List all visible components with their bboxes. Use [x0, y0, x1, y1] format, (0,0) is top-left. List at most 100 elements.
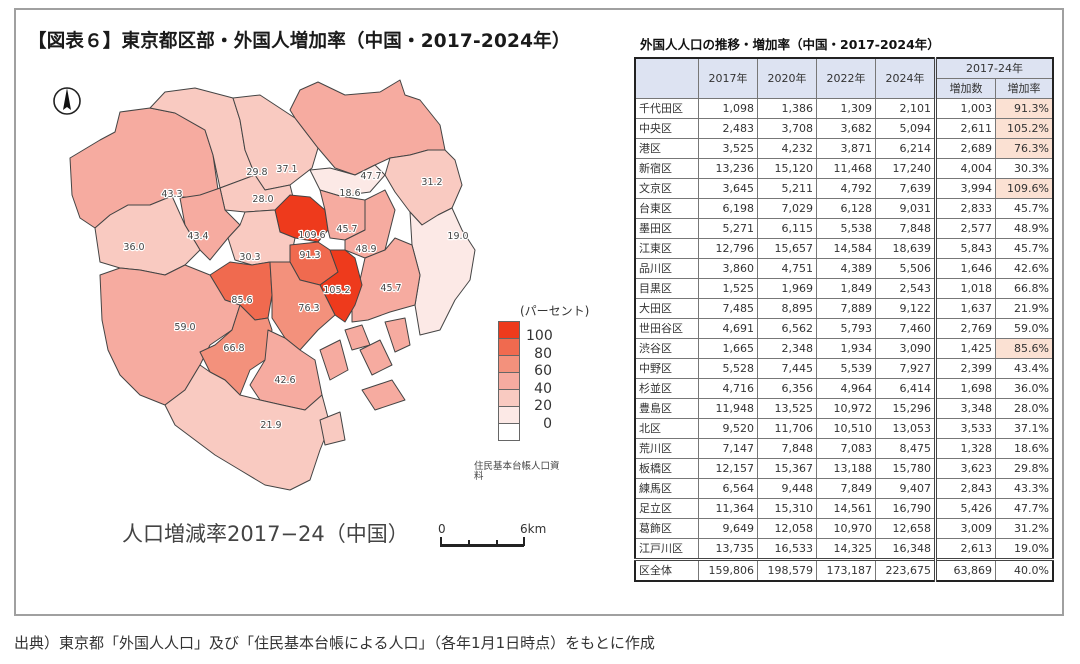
map-label-toshima: 28.0: [252, 194, 273, 205]
value-2017-cell: 11,948: [698, 398, 758, 419]
ward-name-cell: 豊島区: [634, 398, 699, 419]
value-2020-cell: 15,120: [757, 158, 817, 179]
value-2022-cell: 1,309: [816, 98, 876, 119]
value-2024-cell: 2,101: [875, 98, 936, 119]
increase-rate-cell: 37.1%: [995, 418, 1054, 439]
increase-count-cell: 1,637: [934, 298, 996, 319]
value-2024-cell: 5,094: [875, 118, 936, 139]
island-3: [384, 317, 411, 353]
ward-name-cell: 葛飾区: [634, 518, 699, 539]
table-row: 港区 3,525 4,232 3,871 6,214 2,689 76.3%: [634, 138, 1054, 159]
legend-label: 0: [543, 415, 552, 432]
value-2024-cell: 7,460: [875, 318, 936, 339]
legend-swatch-40: [498, 372, 520, 389]
increase-rate-cell: 109.6%: [995, 178, 1054, 199]
legend-label: 40: [534, 380, 552, 397]
north-arrow-icon: [53, 87, 81, 115]
increase-rate-cell: 66.8%: [995, 278, 1054, 299]
value-2024-cell: 5,506: [875, 258, 936, 279]
ward-name-cell: 世田谷区: [634, 318, 699, 339]
value-2022-cell: 10,970: [816, 518, 876, 539]
ward-name-cell: 江戸川区: [634, 538, 699, 560]
ward-name-cell: 中野区: [634, 358, 699, 379]
ward-name-cell: 目黒区: [634, 278, 699, 299]
value-2024-cell: 15,296: [875, 398, 936, 419]
value-2017-cell: 1,525: [698, 278, 758, 299]
increase-count-cell: 5,426: [934, 498, 996, 519]
value-2020-cell: 15,367: [757, 458, 817, 479]
ward-name-cell: 台東区: [634, 198, 699, 219]
value-2017-cell: 13,735: [698, 538, 758, 560]
increase-rate-cell: 85.6%: [995, 338, 1054, 359]
island-6: [319, 411, 346, 446]
map-label-itabashi: 29.8: [246, 167, 267, 178]
value-2017-cell: 2,483: [698, 118, 758, 139]
table-row: 練馬区 6,564 9,448 7,849 9,407 2,843 43.3%: [634, 478, 1054, 499]
value-2022-cell: 14,584: [816, 238, 876, 259]
map-label-shinagawa: 42.6: [274, 375, 295, 386]
increase-count-cell: 2,577: [934, 218, 996, 239]
header-2020: 2020年: [757, 57, 817, 99]
table-row: 目黒区 1,525 1,969 1,849 2,543 1,018 66.8%: [634, 278, 1054, 299]
value-2022-cell: 10,972: [816, 398, 876, 419]
ward-ota: [164, 364, 331, 491]
map-label-shinjuku: 30.3: [239, 252, 260, 263]
value-2020-cell: 6,115: [757, 218, 817, 239]
legend-label: 20: [534, 398, 552, 415]
table-row: 品川区 3,860 4,751 4,389 5,506 1,646 42.6%: [634, 258, 1054, 279]
value-2017-cell: 12,796: [698, 238, 758, 259]
value-2024-cell: 12,658: [875, 518, 936, 539]
map-source-note: 住民基本台帳人口資料: [474, 461, 560, 482]
value-2020-cell: 13,525: [757, 398, 817, 419]
table-row: 台東区 6,198 7,029 6,128 9,031 2,833 45.7%: [634, 198, 1054, 219]
increase-rate-cell: 40.0%: [995, 558, 1054, 582]
map-label-nakano: 43.4: [187, 231, 208, 242]
increase-rate-cell: 28.0%: [995, 398, 1054, 419]
value-2020-cell: 15,657: [757, 238, 817, 259]
map-caption: 人口増減率2017−24（中国）: [122, 522, 409, 546]
increase-count-cell: 1,698: [934, 378, 996, 399]
table-subheader-row: 増加数 増加率: [635, 78, 1054, 99]
map-label-bunkyo: 109.6: [298, 230, 325, 241]
header-group-2017-24: 2017-24年: [934, 57, 1054, 79]
increase-rate-cell: 18.6%: [995, 438, 1054, 459]
ward-name-cell: 区全体: [634, 558, 699, 582]
value-2022-cell: 5,793: [816, 318, 876, 339]
value-2020-cell: 8,895: [757, 298, 817, 319]
value-2024-cell: 7,848: [875, 218, 936, 239]
value-2020-cell: 11,706: [757, 418, 817, 439]
value-2022-cell: 11,468: [816, 158, 876, 179]
map-label-meguro: 66.8: [223, 343, 244, 354]
ward-name-cell: 千代田区: [634, 98, 699, 119]
table-row: 杉並区 4,716 6,356 4,964 6,414 1,698 36.0%: [634, 378, 1054, 399]
legend-swatch-100: [498, 321, 520, 338]
value-2024-cell: 9,122: [875, 298, 936, 319]
value-2017-cell: 9,649: [698, 518, 758, 539]
ward-chuo: [319, 249, 363, 323]
ward-name-cell: 大田区: [634, 298, 699, 319]
value-2017-cell: 6,198: [698, 198, 758, 219]
value-2020-cell: 5,211: [757, 178, 817, 199]
header-increase-rate: 増加率: [995, 78, 1054, 99]
value-2022-cell: 1,849: [816, 278, 876, 299]
increase-count-cell: 63,869: [934, 558, 996, 582]
map-label-kita: 37.1: [276, 164, 297, 175]
legend-title: (パーセント): [520, 304, 590, 318]
value-2020-cell: 1,386: [757, 98, 817, 119]
value-2017-cell: 3,645: [698, 178, 758, 199]
header-2024: 2024年: [875, 57, 936, 99]
value-2024-cell: 9,031: [875, 198, 936, 219]
increase-rate-cell: 47.7%: [995, 498, 1054, 519]
map-label-chiyoda: 91.3: [299, 250, 320, 261]
island-5: [319, 339, 349, 381]
increase-count-cell: 2,611: [934, 118, 996, 139]
map-label-arakawa: 18.6: [339, 188, 360, 199]
table-row: 板橋区 12,157 15,367 13,188 15,780 3,623 29.8%: [634, 458, 1054, 479]
value-2017-cell: 4,691: [698, 318, 758, 339]
scale-end-label: 6km: [520, 522, 547, 536]
value-2022-cell: 5,538: [816, 218, 876, 239]
value-2017-cell: 11,364: [698, 498, 758, 519]
increase-rate-cell: 29.8%: [995, 458, 1054, 479]
map-label-taito: 45.7: [336, 224, 357, 235]
header-increase-count: 増加数: [934, 78, 996, 99]
